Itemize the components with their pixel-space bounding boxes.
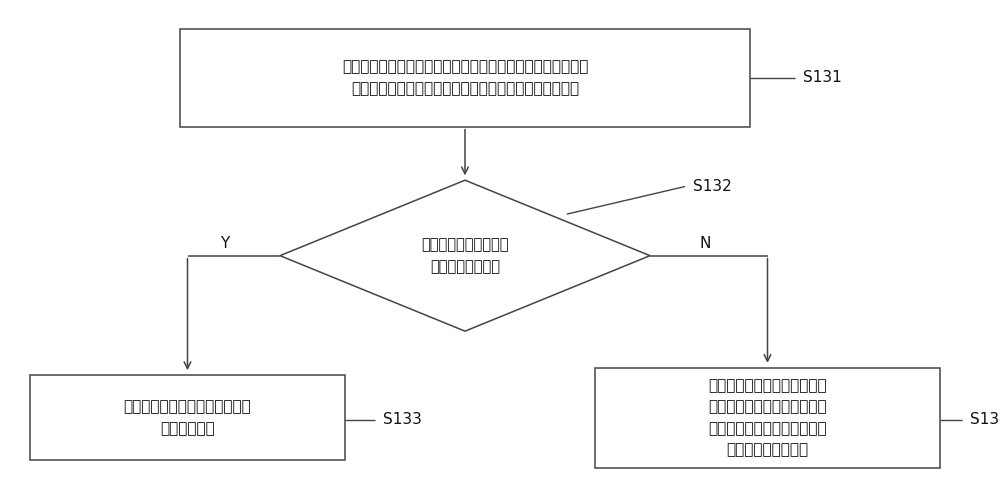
Text: 根据位于所述方向上的每一所
述汇流母线的第一功率方向和
第二功率方向确定发生交直流
碰线故障的直流线路: 根据位于所述方向上的每一所 述汇流母线的第一功率方向和 第二功率方向确定发生交直…	[708, 378, 827, 457]
Text: S133: S133	[383, 412, 422, 427]
Polygon shape	[280, 180, 650, 331]
Text: Y: Y	[220, 236, 230, 251]
Text: S132: S132	[693, 179, 732, 194]
Text: N: N	[699, 236, 711, 251]
Text: 确定所述交直流碰线故障发生于
该直流线路上: 确定所述交直流碰线故障发生于 该直流线路上	[124, 399, 251, 436]
Text: S134: S134	[970, 412, 1000, 427]
Bar	[180, 29, 750, 127]
Bar	[30, 375, 345, 460]
Text: S131: S131	[803, 71, 842, 85]
Text: 根据任一所述汇流母线的所述第一功率方向和所述第二功率方
向确定交直流碰线故障在所述多端直流输电系统中的方向: 根据任一所述汇流母线的所述第一功率方向和所述第二功率方 向确定交直流碰线故障在所…	[342, 59, 588, 96]
Text: 判断在所述方向上是否
只有一条直流线路: 判断在所述方向上是否 只有一条直流线路	[421, 237, 509, 274]
Bar	[595, 368, 940, 468]
